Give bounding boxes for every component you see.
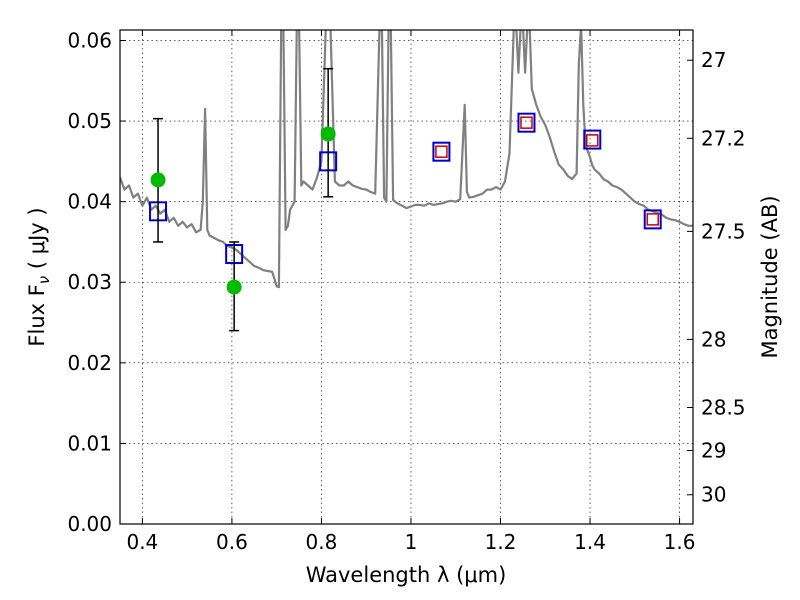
x-tick-label: 1.4 <box>574 530 606 554</box>
y-ticks: 0.00 0.01 0.02 0.03 0.04 0.05 0.06 <box>67 28 126 536</box>
observed-point <box>320 126 336 142</box>
y2-tick-label: 28 <box>701 327 726 351</box>
y-tick-label: 0.02 <box>67 351 112 375</box>
model-flux-box <box>517 112 536 133</box>
x-tick-label: 0.8 <box>306 530 338 554</box>
x-tick-label: 0.4 <box>126 530 158 554</box>
observed-point <box>226 279 242 295</box>
y2-tick-label: 28.5 <box>701 396 746 420</box>
observed-flux-box <box>435 145 448 158</box>
y2-axis-label: Magnitude (AB) <box>758 195 782 358</box>
y-tick-label: 0.04 <box>67 190 112 214</box>
y2-tick-label: 27 <box>701 48 726 72</box>
observed-point <box>150 172 166 188</box>
y-tick-label: 0.00 <box>67 512 112 536</box>
observed-flux-box <box>520 116 533 129</box>
y-tick-label: 0.06 <box>67 28 112 52</box>
x-tick-label: 1.2 <box>485 530 517 554</box>
y-axis-label: Flux Fν ( μJy ) <box>25 207 53 346</box>
grid <box>120 30 693 524</box>
y2-tick-label: 29 <box>701 438 726 462</box>
y2-tick-label: 27.2 <box>701 126 746 150</box>
model-flux-box <box>583 129 602 150</box>
observed-flux-box <box>646 213 659 226</box>
x-tick-label: 1.6 <box>664 530 696 554</box>
plot-frame <box>119 29 694 525</box>
y2-tick-label: 27.5 <box>701 219 746 243</box>
y-tick-label: 0.01 <box>67 431 112 455</box>
x-ticks: 0.4 0.6 0.8 1 1.2 1.4 1.6 <box>126 30 695 554</box>
model-flux-box <box>432 141 451 162</box>
plot-area <box>120 30 693 332</box>
x-axis-label: Wavelength λ (μm) <box>306 563 507 587</box>
x-tick-label: 1 <box>405 530 418 554</box>
x-tick-label: 0.6 <box>216 530 248 554</box>
y-tick-label: 0.05 <box>67 109 112 133</box>
observed-flux-box <box>586 134 599 147</box>
y2-tick-label: 30 <box>701 483 726 507</box>
y2-ticks: 27 27.2 27.5 28 28.5 29 30 <box>687 48 746 507</box>
spectrum-line <box>120 30 693 289</box>
model-flux-box <box>643 209 662 230</box>
y-tick-label: 0.03 <box>67 270 112 294</box>
